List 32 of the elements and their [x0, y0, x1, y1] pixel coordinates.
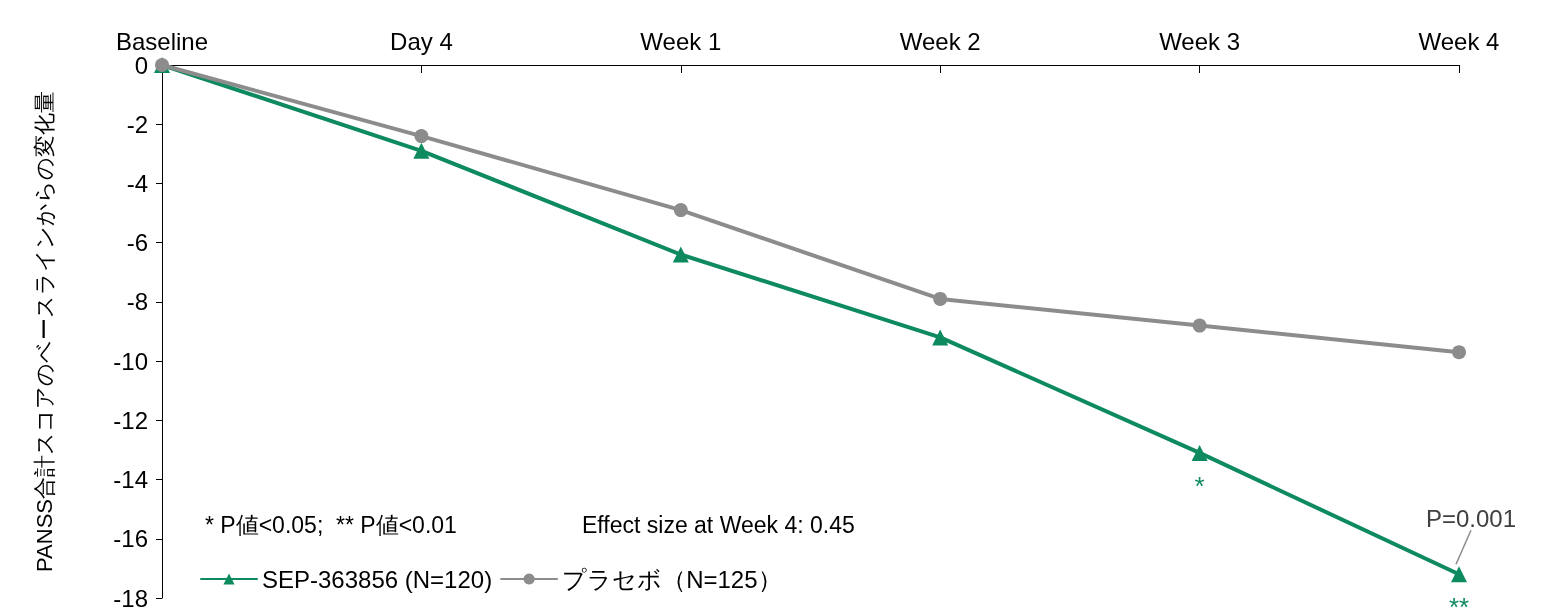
y-tick-label: -18 — [113, 584, 148, 612]
y-tick-label: -4 — [126, 169, 148, 197]
point — [673, 203, 688, 218]
legend-label: プラセボ（N=125） — [562, 565, 782, 593]
x-tick-label: Week 3 — [1159, 27, 1241, 55]
y-tick-label: -8 — [126, 288, 148, 316]
y-axis-title: PANSS合計スコアのベースラインからの変化量 — [31, 91, 57, 572]
y-tick-label: -10 — [113, 347, 148, 375]
legend-label: SEP-363856 (N=120) — [262, 565, 493, 593]
annotation: * — [1194, 470, 1205, 501]
point — [413, 142, 430, 159]
point — [932, 329, 949, 346]
point — [1451, 566, 1467, 583]
point — [1192, 318, 1207, 333]
annotation: P=0.001 — [1425, 504, 1517, 532]
y-tick-label: -16 — [113, 525, 148, 553]
point — [933, 291, 948, 306]
point — [414, 129, 429, 144]
point — [672, 246, 689, 263]
y-tick-label: -2 — [126, 110, 148, 138]
y-tick-label: -6 — [126, 229, 148, 257]
y-tick-label: -12 — [113, 406, 148, 434]
annotation: Effect size at Week 4: 0.45 — [582, 511, 855, 538]
point — [1452, 345, 1466, 360]
x-tick-label: Day 4 — [390, 27, 453, 55]
y-tick-label: -14 — [113, 466, 148, 494]
annotation: ** — [1448, 592, 1470, 615]
x-tick-label: Week 2 — [899, 27, 981, 55]
x-tick-label: Week 1 — [640, 27, 722, 55]
annotation: * P値<0.05; ** P値<0.01 — [205, 511, 457, 538]
point — [1191, 444, 1208, 461]
x-tick-label: Week 4 — [1418, 27, 1500, 55]
